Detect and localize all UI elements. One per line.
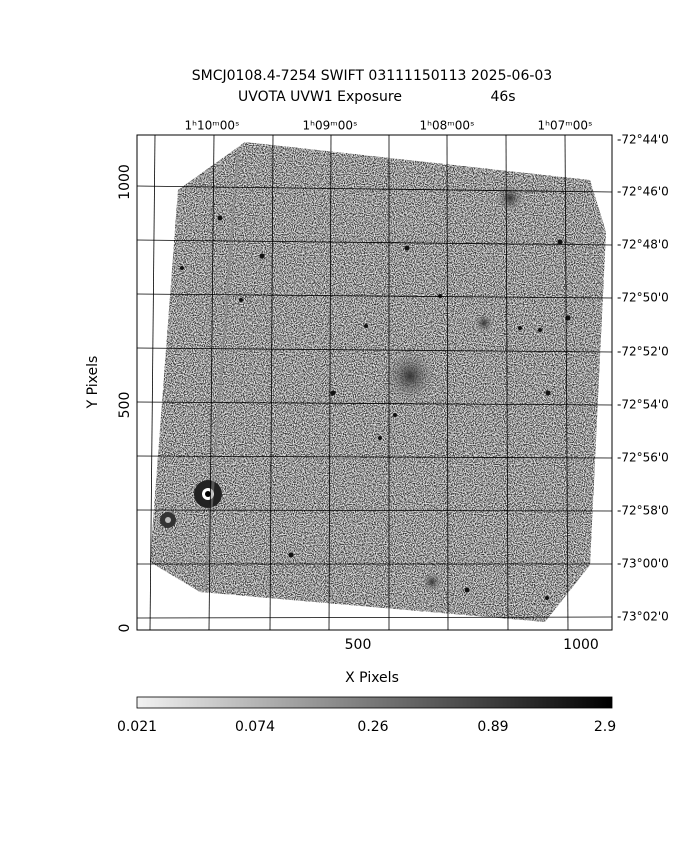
dec-labels: -72°44'0 -72°46'0 -72°48'0 -72°50'0 -72°52'0… — [617, 133, 669, 624]
ra-label: 1ʰ08ᵐ00ˢ — [420, 119, 475, 133]
coordinate-grid — [136, 134, 613, 631]
dec-label: -72°44'0 — [617, 133, 669, 147]
colorbar-label: 0.074 — [235, 719, 275, 735]
colorbar: 0.021 0.074 0.26 0.89 2.9 — [117, 696, 616, 735]
x-axis: 500 1000 X Pixels — [345, 637, 599, 686]
x-axis-label: X Pixels — [345, 670, 399, 686]
sky-image — [150, 142, 606, 622]
ra-label: 1ʰ07ᵐ00ˢ — [538, 119, 593, 133]
dec-label: -72°56'0 — [617, 451, 669, 465]
dec-label: -72°58'0 — [617, 504, 669, 518]
x-tick-label: 1000 — [563, 637, 599, 653]
ra-labels: 1ʰ10ᵐ00ˢ 1ʰ09ᵐ00ˢ 1ʰ08ᵐ00ˢ 1ʰ07ᵐ00ˢ — [185, 119, 593, 133]
dec-label: -73°02'0 — [617, 610, 669, 624]
colorbar-label: 0.26 — [357, 719, 388, 735]
colorbar-scale — [136, 696, 613, 709]
ra-label: 1ʰ10ᵐ00ˢ — [185, 119, 240, 133]
exposure: 46s — [490, 89, 515, 105]
colorbar-label: 0.89 — [477, 719, 508, 735]
dec-label: -72°48'0 — [617, 238, 669, 252]
title: SMCJ0108.4-7254 SWIFT 03111150113 2025-0… — [192, 68, 552, 84]
colorbar-label: 0.021 — [117, 719, 157, 735]
dec-label: -72°52'0 — [617, 345, 669, 359]
y-tick-label: 0 — [117, 624, 133, 633]
colorbar-label: 2.9 — [594, 719, 616, 735]
y-axis: 0 500 1000 Y Pixels — [85, 164, 133, 632]
dec-label: -72°54'0 — [617, 398, 669, 412]
subtitle: UVOTA UVW1 Exposure — [238, 89, 402, 105]
ra-label: 1ʰ09ᵐ00ˢ — [303, 119, 358, 133]
dec-label: -72°46'0 — [617, 185, 669, 199]
y-axis-label: Y Pixels — [85, 356, 101, 410]
dec-label: -73°00'0 — [617, 557, 669, 571]
x-tick-label: 500 — [345, 637, 372, 653]
y-tick-label: 1000 — [117, 164, 133, 200]
y-tick-label: 500 — [117, 392, 133, 419]
dec-label: -72°50'0 — [617, 291, 669, 305]
